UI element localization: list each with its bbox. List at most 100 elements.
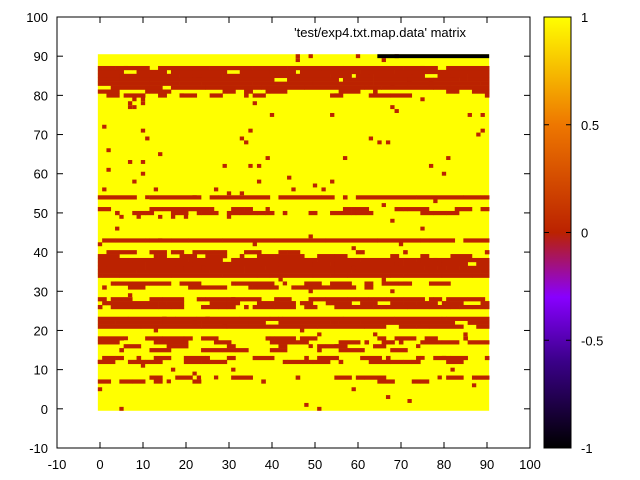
matrix-cell — [295, 58, 300, 63]
matrix-cell — [97, 304, 103, 310]
x-tick-label: 40 — [265, 457, 279, 472]
matrix-cell — [158, 301, 167, 306]
matrix-cell — [192, 379, 202, 384]
matrix-cell — [179, 304, 184, 309]
matrix-cell — [226, 214, 232, 219]
matrix-cell — [308, 234, 313, 239]
matrix-cell — [97, 340, 120, 345]
matrix-cell — [355, 297, 370, 302]
matrix-cell — [304, 355, 309, 361]
matrix-cell — [170, 210, 189, 216]
matrix-cell — [145, 136, 150, 141]
matrix-cell — [355, 54, 361, 59]
matrix-cell — [377, 336, 387, 341]
matrix-cell — [153, 340, 159, 345]
matrix-cell — [149, 348, 172, 353]
matrix-cell — [196, 375, 202, 380]
matrix-cell — [381, 203, 386, 208]
matrix-cell — [480, 128, 485, 133]
matrix-cell — [106, 250, 120, 255]
matrix-cell — [312, 359, 331, 365]
matrix-cell — [244, 269, 279, 274]
matrix-cell — [162, 320, 198, 325]
matrix-cell — [149, 81, 180, 86]
matrix-cell — [484, 195, 490, 200]
matrix-cell — [274, 304, 296, 310]
matrix-cell — [261, 85, 305, 90]
matrix-cell — [308, 285, 331, 290]
matrix-cell — [256, 285, 271, 290]
matrix-cell — [226, 344, 236, 349]
matrix-cell — [295, 54, 300, 59]
matrix-cell — [127, 257, 133, 263]
matrix-cell — [420, 238, 430, 243]
matrix-cell — [196, 316, 210, 321]
matrix-cell — [132, 304, 142, 310]
matrix-cell — [127, 101, 133, 106]
matrix-cell — [373, 77, 430, 82]
matrix-cell — [231, 207, 245, 212]
matrix-cell — [385, 355, 391, 361]
matrix-cell — [424, 336, 438, 341]
matrix-cell — [97, 320, 112, 325]
matrix-cell — [364, 340, 370, 345]
matrix-cell — [145, 265, 185, 271]
matrix-cell — [428, 265, 438, 271]
matrix-cell — [403, 301, 417, 306]
matrix-cell — [433, 297, 443, 302]
matrix-cell — [312, 183, 318, 188]
matrix-cell — [317, 348, 322, 353]
matrix-cell — [145, 359, 163, 365]
matrix-cell — [381, 379, 386, 384]
matrix-cell — [244, 207, 253, 212]
x-tick-label: 90 — [480, 457, 494, 472]
matrix-cell — [299, 301, 314, 306]
y-tick-label: 70 — [34, 128, 48, 143]
matrix-cell — [106, 148, 111, 153]
matrix-cell — [102, 273, 120, 278]
matrix-cell — [274, 238, 327, 243]
matrix-cell — [334, 93, 339, 98]
matrix-cell — [209, 316, 241, 321]
matrix-cell — [312, 297, 327, 302]
matrix-cell — [269, 285, 279, 290]
matrix-cell — [342, 316, 395, 321]
matrix-cell — [330, 112, 335, 117]
matrix-cell — [467, 297, 481, 302]
matrix-cell — [381, 85, 434, 90]
matrix-cell — [231, 367, 236, 372]
matrix-cell — [428, 304, 451, 310]
matrix-cell — [278, 316, 284, 321]
matrix-cell — [373, 89, 378, 94]
matrix-cell — [278, 195, 322, 200]
matrix-cell — [398, 340, 404, 345]
matrix-cell — [252, 81, 314, 86]
matrix-cell — [97, 242, 103, 247]
matrix-cell — [256, 210, 266, 216]
matrix-cell — [394, 281, 399, 286]
matrix-cell — [244, 93, 249, 98]
matrix-cell — [97, 254, 120, 259]
colorbar-tick-label: 0 — [581, 226, 588, 241]
matrix-cell — [338, 89, 361, 94]
matrix-cell — [282, 210, 288, 216]
matrix-cell — [360, 250, 365, 255]
matrix-cell — [136, 269, 150, 274]
matrix-cell — [140, 97, 146, 102]
matrix-cell — [192, 285, 210, 290]
matrix-cell — [188, 238, 223, 243]
matrix-cell — [162, 316, 176, 321]
matrix-cell — [97, 316, 129, 321]
matrix-cell — [119, 348, 124, 353]
matrix-cell — [209, 297, 228, 302]
matrix-cell — [278, 73, 331, 79]
matrix-cell — [278, 340, 296, 345]
matrix-cell — [317, 355, 322, 361]
matrix-cell — [140, 160, 146, 164]
matrix-cell — [287, 250, 301, 255]
matrix-cell — [420, 340, 443, 345]
matrix-cell — [317, 257, 361, 263]
matrix-cell — [480, 304, 486, 310]
matrix-cell — [119, 406, 124, 411]
